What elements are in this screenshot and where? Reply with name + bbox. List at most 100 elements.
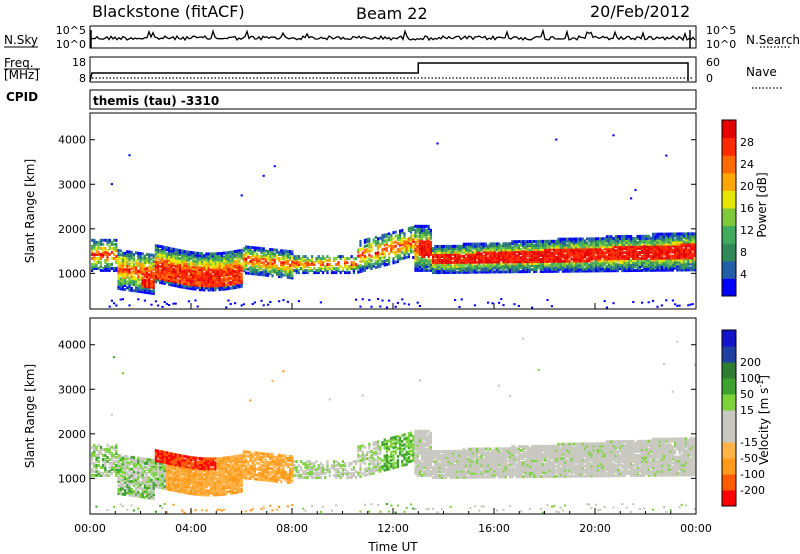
power-cell bbox=[513, 262, 516, 266]
power-cell bbox=[361, 257, 364, 261]
power-cell bbox=[421, 224, 424, 228]
power-cell bbox=[260, 249, 263, 253]
power-cell bbox=[434, 251, 437, 255]
power-cell bbox=[137, 283, 140, 287]
power-cell bbox=[471, 262, 474, 266]
power-cell bbox=[665, 234, 668, 238]
power-cell bbox=[194, 271, 197, 275]
power-cell bbox=[603, 251, 606, 255]
velocity-cell bbox=[97, 471, 100, 475]
velocity-cell bbox=[176, 463, 179, 467]
power-cell bbox=[665, 240, 668, 244]
power-cell bbox=[229, 266, 232, 270]
power-cell bbox=[240, 254, 243, 258]
velocity-cell bbox=[135, 490, 138, 494]
power-cell bbox=[264, 249, 267, 253]
velocity-cell bbox=[185, 465, 188, 469]
power-cell bbox=[227, 277, 230, 281]
power-cell bbox=[456, 258, 459, 262]
velocity-cell bbox=[137, 486, 140, 490]
power-cell bbox=[366, 244, 369, 248]
velocity-cell bbox=[196, 474, 199, 478]
power-cell bbox=[511, 246, 514, 250]
power-cell bbox=[363, 254, 366, 258]
velocity-cell bbox=[148, 470, 151, 474]
power-cell bbox=[124, 253, 127, 257]
velocity-cell bbox=[146, 492, 149, 496]
power-cell bbox=[599, 249, 602, 253]
power-cell bbox=[506, 246, 509, 250]
power-cell bbox=[570, 263, 573, 267]
power-cell bbox=[207, 266, 210, 270]
power-cell bbox=[183, 282, 186, 285]
velocity-cell bbox=[148, 464, 151, 468]
power-cell bbox=[262, 174, 265, 177]
velocity-cell bbox=[128, 491, 131, 495]
power-cell bbox=[414, 242, 417, 246]
power-cell bbox=[229, 258, 232, 262]
power-cell bbox=[495, 258, 498, 262]
power-cell bbox=[286, 255, 289, 259]
power-cell bbox=[575, 265, 578, 269]
velocity-cell bbox=[115, 471, 118, 475]
power-cell bbox=[247, 251, 250, 255]
power-cell bbox=[196, 273, 199, 277]
power-cell bbox=[106, 266, 109, 270]
power-cell bbox=[421, 258, 424, 262]
power-cell bbox=[473, 250, 476, 254]
power-cell bbox=[612, 243, 615, 247]
velocity-cell bbox=[141, 465, 144, 469]
power-cell bbox=[687, 244, 690, 248]
power-cell bbox=[451, 244, 454, 248]
power-cell bbox=[231, 258, 234, 262]
velocity-cell bbox=[214, 463, 217, 467]
power-cell bbox=[517, 246, 520, 250]
power-cell bbox=[663, 258, 666, 262]
power-cell bbox=[597, 261, 600, 265]
power-cell bbox=[623, 247, 626, 250]
velocity-cell bbox=[119, 486, 122, 490]
power-cell bbox=[414, 240, 417, 244]
power-cell bbox=[181, 271, 184, 275]
power-cell bbox=[264, 253, 267, 257]
power-cell bbox=[399, 255, 402, 259]
power-cell bbox=[498, 268, 501, 272]
power-cell bbox=[535, 250, 538, 253]
power-cell bbox=[374, 241, 377, 245]
power-cell bbox=[590, 241, 593, 245]
power-cell bbox=[491, 260, 494, 264]
power-cell bbox=[258, 248, 261, 252]
power-cell bbox=[220, 255, 223, 259]
power-cell bbox=[106, 238, 109, 242]
velocity-cell bbox=[179, 462, 182, 466]
power-cell bbox=[130, 280, 133, 284]
power-cell bbox=[209, 280, 212, 284]
power-cell bbox=[242, 253, 245, 257]
power-cell bbox=[176, 248, 179, 252]
power-cell bbox=[216, 278, 219, 282]
velocity-cell bbox=[154, 465, 157, 469]
power-cell bbox=[588, 243, 591, 247]
power-cell bbox=[451, 266, 454, 270]
velocity-cell bbox=[121, 484, 124, 488]
power-cell bbox=[273, 165, 276, 168]
power-cell bbox=[220, 285, 223, 289]
power-cell bbox=[278, 257, 281, 260]
power-cell bbox=[689, 303, 692, 306]
power-cell bbox=[451, 256, 454, 260]
power-cell bbox=[627, 267, 630, 270]
power-cell bbox=[667, 236, 670, 240]
power-cell bbox=[236, 267, 239, 271]
power-cell bbox=[205, 254, 208, 258]
power-cell bbox=[95, 262, 98, 266]
power-cell bbox=[379, 256, 382, 260]
power-cell bbox=[388, 256, 391, 260]
power-cell bbox=[583, 253, 586, 257]
power-cell bbox=[641, 242, 644, 246]
power-cell bbox=[693, 266, 696, 270]
power-cell bbox=[119, 285, 122, 289]
velocity-cell bbox=[205, 493, 208, 497]
power-cell bbox=[130, 272, 133, 276]
power-cell bbox=[559, 255, 562, 259]
